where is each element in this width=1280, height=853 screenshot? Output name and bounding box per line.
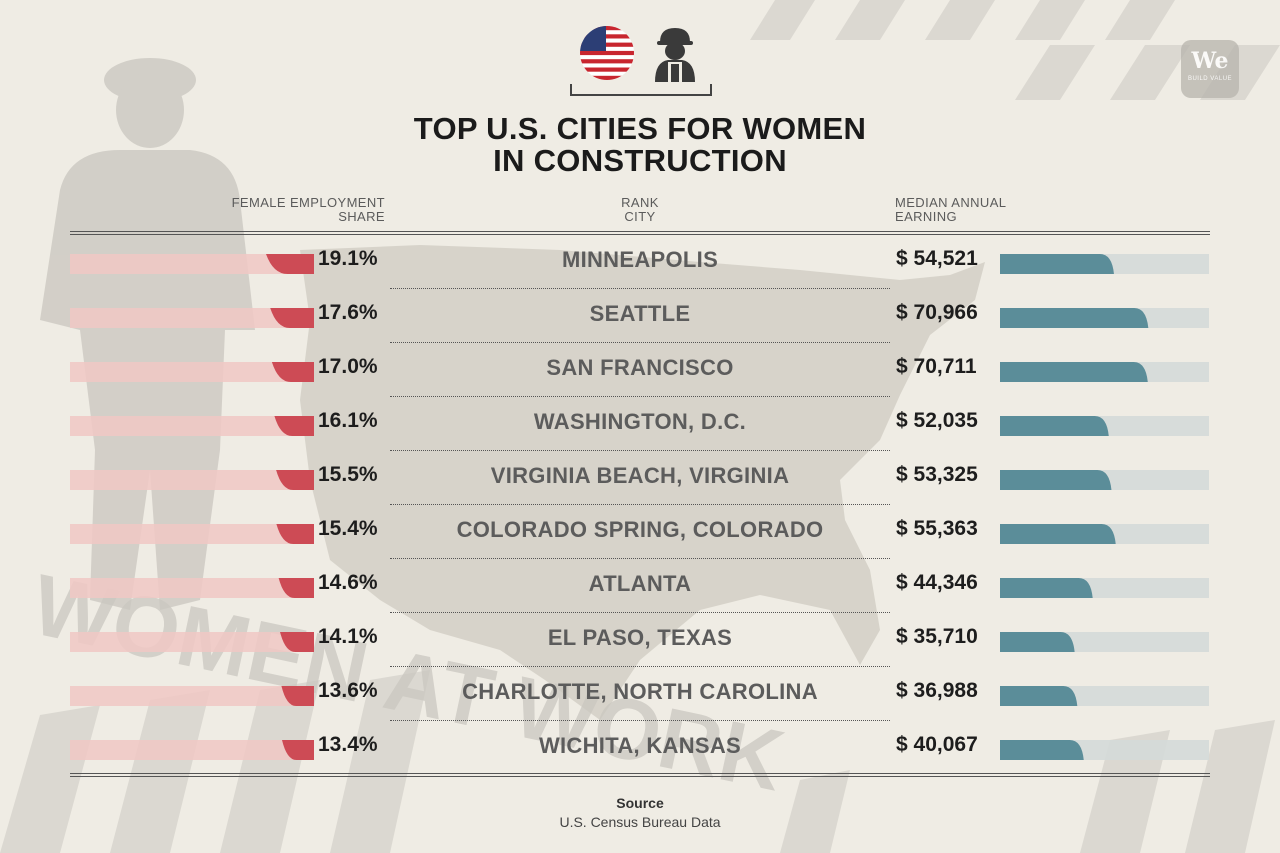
share-label: 13.6% — [318, 679, 378, 702]
share-label: 14.1% — [318, 625, 378, 648]
header-median-earning: MEDIAN ANNUAL EARNING — [895, 196, 1075, 224]
row-separator — [390, 666, 890, 667]
header-female-share-line-2: SHARE — [338, 209, 385, 224]
table-row: 13.6% CHARLOTTE, NORTH CAROLINA $ 36,988 — [0, 669, 1280, 723]
earning-label: $ 35,710 — [896, 625, 978, 648]
share-label: 15.4% — [318, 517, 378, 540]
city-label: VIRGINIA BEACH, VIRGINIA — [490, 463, 790, 488]
city-label: CHARLOTTE, NORTH CAROLINA — [462, 679, 818, 704]
earning-label: $ 53,325 — [896, 463, 978, 486]
table-row: 17.6% SEATTLE $ 70,966 — [0, 291, 1280, 345]
row-separator — [390, 720, 890, 721]
header-median-earning-line-1: MEDIAN ANNUAL — [895, 195, 1007, 210]
row-separator — [390, 612, 890, 613]
share-label: 15.5% — [318, 463, 378, 486]
table-row: 13.4% WICHITA, KANSAS $ 40,067 — [0, 723, 1280, 777]
earning-label: $ 54,521 — [896, 247, 978, 270]
us-map-silhouette — [300, 245, 985, 720]
share-label: 19.1% — [318, 247, 378, 270]
share-label: 16.1% — [318, 409, 378, 432]
earning-label: $ 70,711 — [896, 355, 977, 378]
source-label: Source — [616, 795, 664, 811]
header-rank: RANK — [621, 195, 659, 210]
header-female-share: FEMALE EMPLOYMENT SHARE — [200, 196, 385, 224]
row-separator — [390, 288, 890, 289]
row-separator — [390, 558, 890, 559]
us-flag-icon — [580, 26, 634, 80]
earning-label: $ 36,988 — [896, 679, 978, 702]
earning-label: $ 55,363 — [896, 517, 978, 540]
row-separator — [390, 450, 890, 451]
city-label: COLORADO SPRING, COLORADO — [456, 517, 824, 542]
title-line-2: IN CONSTRUCTION — [493, 143, 787, 178]
page-title: TOP U.S. CITIES FOR WOMEN IN CONSTRUCTIO… — [340, 113, 940, 177]
share-label: 14.6% — [318, 571, 378, 594]
share-label: 13.4% — [318, 733, 378, 756]
header-rank-city: RANK CITY — [540, 196, 740, 224]
row-separator — [390, 396, 890, 397]
source-text: U.S. Census Bureau Data — [559, 814, 721, 830]
city-label: WASHINGTON, D.C. — [533, 409, 747, 434]
title-line-1: TOP U.S. CITIES FOR WOMEN — [413, 111, 867, 146]
city-label: ATLANTA — [588, 571, 692, 596]
earning-label: $ 44,346 — [896, 571, 978, 594]
bottom-rule — [70, 773, 1210, 774]
table-row: 19.1% MINNEAPOLIS $ 54,521 — [0, 237, 1280, 291]
city-label: WICHITA, KANSAS — [538, 733, 742, 758]
female-construction-worker-icon — [655, 28, 695, 82]
top-rule — [70, 231, 1210, 232]
top-rule-2 — [70, 234, 1210, 235]
earning-label: $ 70,966 — [896, 301, 978, 324]
bottom-rule-2 — [70, 776, 1210, 777]
logo-subtext: BUILD VALUE — [1187, 76, 1233, 82]
row-separator — [390, 504, 890, 505]
header-city: CITY — [624, 209, 656, 224]
earning-label: $ 40,067 — [896, 733, 978, 756]
row-separator — [390, 342, 890, 343]
city-label: SEATTLE — [589, 301, 691, 326]
city-label: SAN FRANCISCO — [546, 355, 734, 380]
header-median-earning-line-2: EARNING — [895, 209, 958, 224]
header-female-share-line-1: FEMALE EMPLOYMENT — [231, 195, 385, 210]
table-row: 14.6% ATLANTA $ 44,346 — [0, 561, 1280, 615]
header-icons — [570, 24, 712, 98]
logo-text: We — [1191, 48, 1229, 74]
city-label: MINNEAPOLIS — [561, 247, 719, 272]
we-build-value-logo: We BUILD VALUE — [1181, 40, 1239, 98]
city-label: EL PASO, TEXAS — [547, 625, 733, 650]
share-label: 17.6% — [318, 301, 378, 324]
table-row: 15.5% VIRGINIA BEACH, VIRGINIA $ 53,325 — [0, 453, 1280, 507]
table-row: 17.0% SAN FRANCISCO $ 70,711 — [0, 345, 1280, 399]
table-row: 14.1% EL PASO, TEXAS $ 35,710 — [0, 615, 1280, 669]
header-bracket — [570, 84, 712, 96]
share-label: 17.0% — [318, 355, 378, 378]
table-row: 15.4% COLORADO SPRING, COLORADO $ 55,363 — [0, 507, 1280, 561]
table-row: 16.1% WASHINGTON, D.C. $ 52,035 — [0, 399, 1280, 453]
earning-label: $ 52,035 — [896, 409, 978, 432]
